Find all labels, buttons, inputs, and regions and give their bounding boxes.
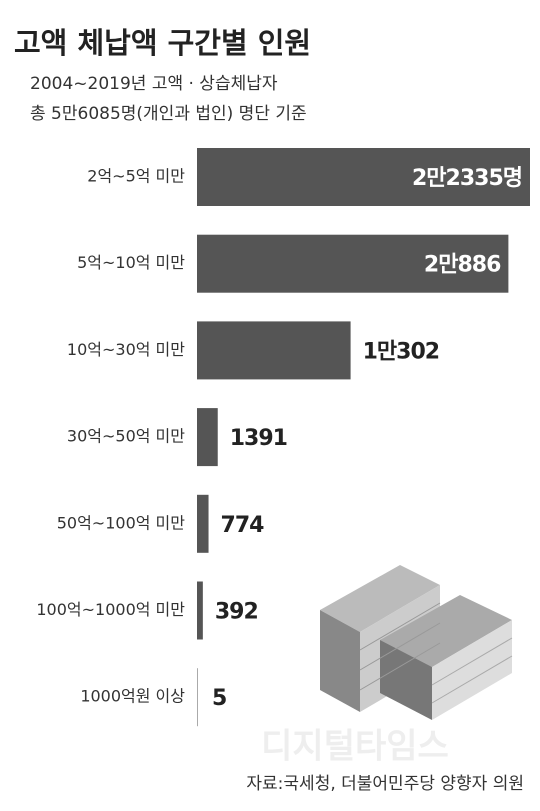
- source: 자료:국세청, 더불어민주당 양향자 의원: [246, 774, 524, 794]
- bar: [197, 148, 530, 206]
- category-label: 2억~5억 미만: [87, 167, 185, 186]
- value-label: 5: [212, 686, 226, 711]
- bar: [197, 408, 218, 467]
- subtitle: 총 5만6085명(개인과 법인) 명단 기준: [30, 104, 307, 124]
- bar: [197, 581, 203, 640]
- category-label: 50억~100억 미만: [57, 513, 186, 532]
- value-label: 2만2335명: [412, 166, 522, 191]
- bar: [197, 321, 351, 380]
- watermark: 디지털타임스: [261, 727, 449, 767]
- subtitle: 2004~2019년 고액 · 상습체납자: [30, 74, 278, 94]
- bar: [197, 668, 198, 727]
- bar: [197, 494, 209, 553]
- category-label: 5억~10억 미만: [77, 253, 185, 272]
- money-illustration: [320, 565, 513, 720]
- value-label: 392: [215, 600, 258, 625]
- category-label: 10억~30억 미만: [67, 340, 185, 359]
- category-label: 100억~1000억 미만: [36, 600, 185, 619]
- category-label: 1000억원 이상: [80, 687, 185, 706]
- value-label: 2만886: [424, 253, 501, 278]
- bar: [197, 234, 509, 293]
- chart-title: 고액 체납액 구간별 인원: [14, 26, 311, 60]
- value-label: 1391: [230, 426, 287, 451]
- value-label: 1만302: [363, 339, 439, 364]
- category-label: 30억~50억 미만: [67, 427, 185, 446]
- value-label: 774: [221, 513, 265, 538]
